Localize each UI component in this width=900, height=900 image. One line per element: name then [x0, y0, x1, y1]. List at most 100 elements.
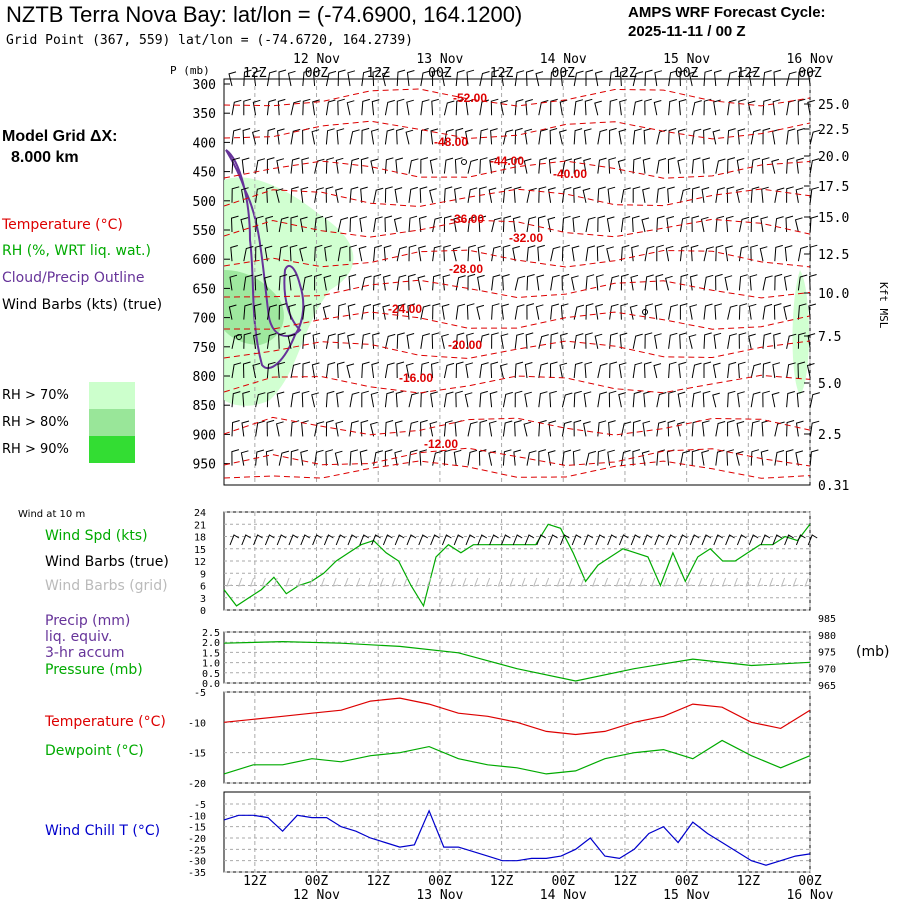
bottom-time-label: 00Z — [428, 874, 452, 889]
wind-barb — [314, 273, 322, 291]
wind-barb — [406, 99, 414, 116]
wind-barb — [786, 420, 795, 437]
wind-barb — [618, 129, 627, 145]
wind-barb — [384, 449, 393, 466]
accum-label: 3-hr accum — [45, 645, 125, 661]
pressure-tick-label: 950 — [193, 458, 216, 473]
grid-dx-line-1: Model Grid ΔX: — [2, 128, 118, 145]
pressure-tick-label: 900 — [193, 428, 216, 443]
wind-barb — [656, 186, 666, 203]
wind-barb — [513, 449, 522, 466]
wind-barb — [585, 274, 595, 291]
wind-barb — [290, 100, 301, 116]
wind-barb — [253, 303, 262, 320]
temperature-contour-label: -48.00 — [434, 135, 468, 149]
wind-barb — [266, 304, 278, 320]
wind-barb — [561, 449, 572, 466]
wind-barb — [736, 157, 745, 174]
wind-barb — [491, 69, 500, 87]
temperature-contour — [223, 311, 811, 330]
wind-barb — [346, 363, 355, 379]
top-time-label: 00Z — [552, 66, 576, 81]
wind-barb — [384, 420, 394, 437]
temp-panel-frame — [223, 691, 811, 784]
bottom-time-label: 12Z — [243, 874, 267, 889]
wind-barb — [762, 70, 772, 87]
wind-barb — [335, 187, 343, 203]
wind-barb — [736, 421, 745, 437]
wind-barb — [538, 186, 547, 203]
wind-barb — [619, 332, 628, 349]
wind-barb — [467, 421, 478, 437]
wind-barb — [443, 449, 453, 466]
wind-barb — [703, 274, 714, 291]
wind-barb — [255, 392, 266, 408]
wind-barb — [313, 303, 322, 320]
surface-wind-barb — [618, 534, 629, 546]
wind-barb — [408, 420, 419, 437]
wind-barb — [373, 245, 382, 262]
wind-barb — [420, 333, 430, 349]
wind10-label: Wind at 10 m — [18, 509, 86, 520]
wind-barb — [632, 419, 641, 437]
wind-barb — [785, 215, 794, 233]
grid-wind-barb — [662, 577, 669, 587]
wind-barb — [430, 128, 439, 145]
wind-barb — [584, 361, 593, 379]
wind-barb — [668, 332, 678, 349]
wind-barb — [774, 187, 785, 203]
surface-wind-barb — [229, 534, 240, 546]
wind-barb — [559, 99, 568, 116]
surface-wind-barb — [666, 534, 676, 546]
temperature-contour-label: -12.00 — [424, 437, 458, 451]
wind-barb — [395, 390, 404, 408]
wind-barb — [523, 158, 532, 174]
wind-barb — [688, 334, 697, 349]
wind-barb — [299, 246, 307, 262]
grid-dx-line-2: 8.000 km — [11, 149, 79, 166]
wind-barb — [727, 70, 738, 87]
pressure-tick-label-right: 975 — [818, 648, 836, 659]
precip-tick-label: 1.0 — [202, 659, 220, 670]
temperature-contour — [223, 160, 811, 179]
precip-tick-label: 1.5 — [202, 648, 220, 659]
wind-barb — [479, 186, 487, 203]
pressure-tick-label: 850 — [193, 399, 216, 414]
wind-barb — [703, 361, 712, 378]
wind-barb — [691, 128, 702, 145]
top-time-label: 12Z — [613, 66, 637, 81]
wind-barb — [727, 361, 737, 379]
wind-barb — [547, 450, 556, 466]
wind-barb — [255, 158, 266, 174]
wind-barb — [701, 420, 710, 437]
wind-barb — [314, 244, 323, 262]
wind-barb — [760, 216, 769, 233]
pressure-line — [223, 640, 811, 682]
wind-barb — [489, 157, 497, 174]
wind-barb — [255, 244, 263, 262]
wind-barb — [231, 333, 242, 349]
wind-barb — [431, 69, 440, 87]
wind-barb — [466, 332, 474, 349]
wind-barb — [642, 157, 651, 174]
wind-barb — [395, 157, 404, 174]
wind-barb — [396, 98, 405, 116]
wind-barb — [289, 244, 298, 262]
wind-barb — [347, 70, 356, 87]
surface-wind-barb — [595, 534, 606, 546]
wind-barb — [266, 390, 275, 408]
wind-barb — [748, 333, 756, 349]
wind-barb — [230, 215, 239, 233]
surface-wind-barb — [394, 534, 405, 546]
legend-cloud: Cloud/Precip Outline — [2, 270, 145, 286]
wind-barb — [807, 70, 816, 87]
liq-equiv-label: liq. equiv. — [45, 629, 113, 645]
wind-barb — [361, 275, 372, 291]
wind-barb — [312, 99, 320, 116]
wind-barb — [431, 98, 439, 116]
wind-barb — [373, 450, 384, 466]
wind-tick-label: 12 — [194, 557, 206, 568]
wind-barb — [502, 449, 512, 466]
wind-barb — [727, 333, 737, 349]
temperature-contour-label: -44.00 — [490, 154, 524, 168]
